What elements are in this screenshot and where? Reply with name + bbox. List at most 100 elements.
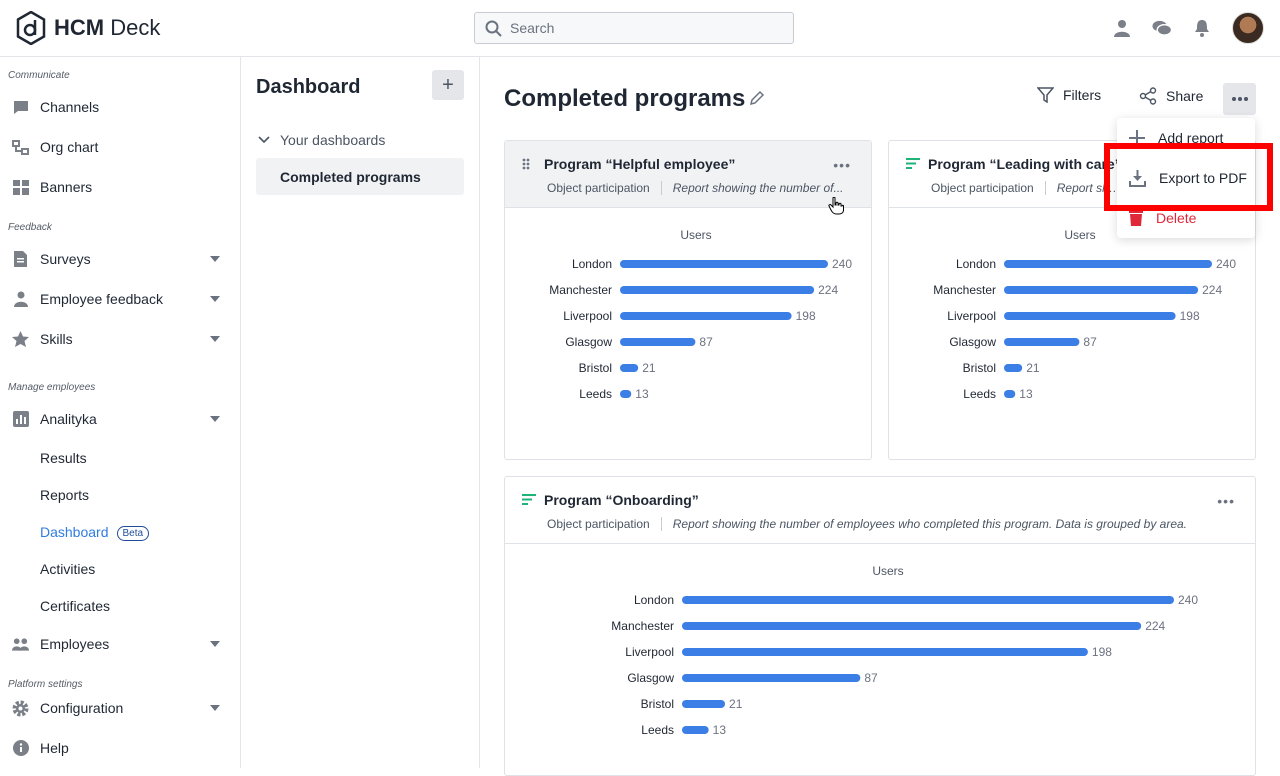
value-label: 240 bbox=[1216, 257, 1236, 271]
value-label: 21 bbox=[1026, 361, 1040, 375]
chart-title: Users bbox=[680, 228, 711, 242]
sidebar-subitem-activities[interactable]: Activities bbox=[40, 561, 96, 577]
section-label-platform: Platform settings bbox=[8, 679, 83, 690]
card-more-icon[interactable]: ••• bbox=[833, 157, 851, 173]
value-label: 13 bbox=[635, 387, 649, 401]
chat-icon[interactable] bbox=[1152, 18, 1172, 38]
sidebar-item-help[interactable]: Help bbox=[0, 731, 240, 765]
bar[interactable] bbox=[620, 286, 815, 294]
chevron-down-icon[interactable] bbox=[210, 336, 220, 342]
dashboard-item-completed-programs[interactable]: Completed programs bbox=[256, 158, 464, 195]
bar[interactable] bbox=[1004, 286, 1199, 294]
sidebar-item-banners[interactable]: Banners bbox=[0, 170, 240, 204]
share-label: Share bbox=[1166, 88, 1204, 104]
category-label: Liverpool bbox=[947, 309, 996, 323]
bar[interactable] bbox=[1004, 312, 1176, 320]
sidebar-subitem-reports[interactable]: Reports bbox=[40, 487, 90, 503]
bar-chart: Users London 240 Manchester 224 Liverpool 198 G… bbox=[549, 228, 852, 401]
chevron-down-icon[interactable] bbox=[210, 256, 220, 262]
filters-button[interactable]: Filters bbox=[1037, 87, 1101, 103]
sidebar-item-label: Help bbox=[40, 740, 69, 756]
share-button[interactable]: Share bbox=[1139, 87, 1203, 105]
sidebar-item-analityka[interactable]: Analityka bbox=[0, 402, 240, 436]
report-type: Object participation bbox=[547, 517, 650, 531]
bar[interactable] bbox=[1004, 364, 1023, 372]
sidebar-item-label: Channels bbox=[40, 99, 100, 115]
sidebar-item-skills[interactable]: Skills bbox=[0, 322, 240, 356]
chevron-down-icon[interactable] bbox=[210, 641, 220, 647]
value-label: 224 bbox=[818, 283, 838, 297]
value-label: 198 bbox=[1180, 309, 1200, 323]
section-label-manage: Manage employees bbox=[8, 382, 96, 393]
chevron-down-icon[interactable] bbox=[210, 296, 220, 302]
drag-handle-icon[interactable] bbox=[522, 158, 530, 170]
sidebar-item-employees[interactable]: Employees bbox=[0, 627, 240, 661]
sidebar-item-configuration[interactable]: Configuration bbox=[0, 691, 240, 725]
bar[interactable] bbox=[620, 338, 696, 346]
sidebar-item-label: Employee feedback bbox=[40, 291, 163, 307]
sidebar-subitem-results[interactable]: Results bbox=[40, 450, 87, 466]
bar[interactable] bbox=[1004, 390, 1016, 398]
bar[interactable] bbox=[1004, 338, 1080, 346]
bar[interactable] bbox=[620, 312, 792, 320]
category-label: Manchester bbox=[933, 283, 996, 297]
category-label: Liverpool bbox=[563, 309, 612, 323]
sidebar-item-employee-feedback[interactable]: Employee feedback bbox=[0, 282, 240, 316]
bar-list-icon bbox=[906, 158, 920, 169]
value-label: 240 bbox=[832, 257, 852, 271]
search-box[interactable] bbox=[474, 12, 794, 44]
main-content: Completed programs Filters Share bbox=[480, 57, 1280, 768]
chevron-down-icon[interactable] bbox=[210, 416, 220, 422]
more-options-button[interactable] bbox=[1223, 83, 1256, 115]
bell-icon[interactable] bbox=[1192, 18, 1212, 38]
logo[interactable]: HCM Deck bbox=[16, 11, 160, 45]
bar[interactable] bbox=[682, 726, 709, 734]
value-label: 224 bbox=[1145, 619, 1165, 633]
bar[interactable] bbox=[682, 622, 1142, 630]
menu-item-export-pdf[interactable]: Export to PDF bbox=[1117, 159, 1255, 197]
sidebar-subitem-dashboard[interactable]: Dashboard Beta bbox=[40, 524, 150, 541]
report-card-header[interactable]: Program “Helpful employee” Object partic… bbox=[505, 141, 871, 208]
bar[interactable] bbox=[682, 648, 1088, 656]
bar[interactable] bbox=[682, 700, 726, 708]
chevron-down-icon[interactable] bbox=[210, 705, 220, 711]
person-feedback-icon bbox=[12, 291, 29, 308]
menu-item-delete[interactable]: Delete bbox=[1117, 199, 1255, 237]
bar[interactable] bbox=[620, 260, 828, 268]
sidebar-subitem-certificates[interactable]: Certificates bbox=[40, 598, 111, 614]
value-label: 198 bbox=[1092, 645, 1112, 659]
sidebar-item-surveys[interactable]: Surveys bbox=[0, 242, 240, 276]
report-card-header[interactable]: Program “Leading with care” Object parti… bbox=[889, 141, 1255, 208]
highlight-box bbox=[1104, 143, 1273, 211]
value-label: 224 bbox=[1202, 283, 1222, 297]
grid-icon bbox=[12, 179, 29, 196]
card-more-icon[interactable]: ••• bbox=[1217, 493, 1235, 509]
sidebar-item-org-chart[interactable]: Org chart bbox=[0, 130, 240, 164]
bar-chart: Users London 240 Manchester 224 Liverpool 198 G… bbox=[611, 564, 1198, 737]
avatar[interactable] bbox=[1232, 12, 1264, 44]
category-label: Leeds bbox=[641, 723, 674, 737]
category-label: Glasgow bbox=[949, 335, 996, 349]
bar[interactable] bbox=[682, 596, 1174, 604]
sidebar-item-label: Org chart bbox=[40, 139, 99, 155]
menu-item-add-report[interactable]: Add report bbox=[1117, 119, 1255, 157]
chart-title: Users bbox=[872, 564, 903, 578]
bar[interactable] bbox=[620, 390, 632, 398]
bar-chart-icon bbox=[12, 411, 29, 428]
sidebar-subitem-label: Dashboard bbox=[40, 524, 109, 540]
category-label: Glasgow bbox=[627, 671, 674, 685]
bar[interactable] bbox=[1004, 260, 1212, 268]
pencil-icon[interactable] bbox=[748, 89, 766, 107]
bar[interactable] bbox=[682, 674, 861, 682]
search-input[interactable] bbox=[510, 20, 770, 36]
report-description: Report showing the number of... bbox=[660, 181, 844, 195]
bar[interactable] bbox=[620, 364, 639, 372]
report-card-header[interactable]: Program “Onboarding” Object participatio… bbox=[505, 477, 1255, 544]
report-type: Object participation bbox=[931, 181, 1034, 195]
user-icon[interactable] bbox=[1112, 18, 1132, 38]
dashboards-group-toggle[interactable]: Your dashboards bbox=[258, 132, 385, 148]
add-dashboard-button[interactable]: + bbox=[432, 70, 464, 100]
value-label: 87 bbox=[864, 671, 878, 685]
sidebar-item-channels[interactable]: Channels bbox=[0, 90, 240, 124]
sidebar-item-label: Banners bbox=[40, 179, 93, 195]
